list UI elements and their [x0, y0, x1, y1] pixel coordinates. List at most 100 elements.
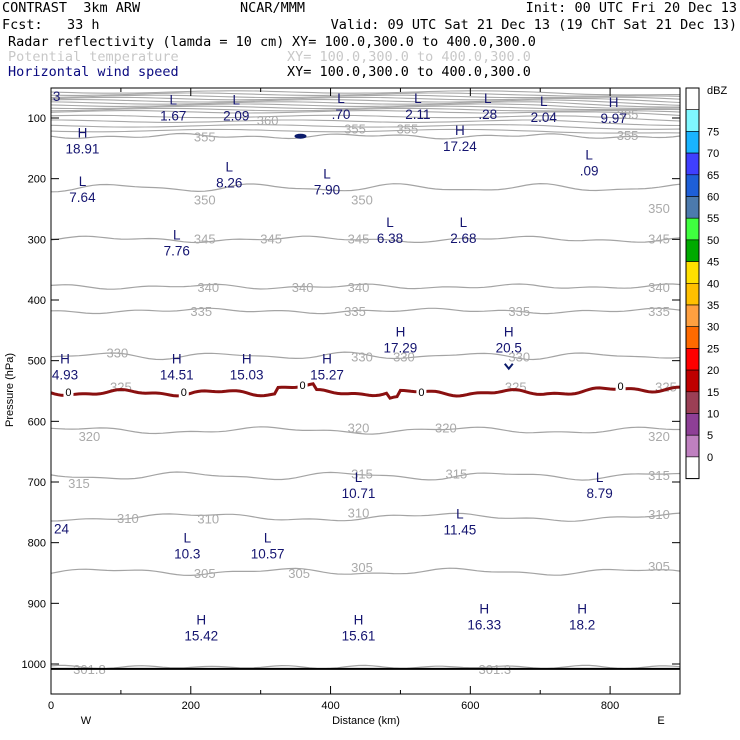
colorbar-swatch — [685, 131, 700, 154]
wind-extremum-marker: H — [354, 613, 364, 628]
wind-extremum-marker: H — [78, 125, 88, 140]
theta-isentrope — [51, 471, 680, 481]
valid-time-label: Valid: 09 UTC Sat 21 Dec 13 (19 ChT Sat … — [330, 17, 737, 33]
theta-contour-label: 320 — [79, 429, 101, 444]
theta-contour-label: 305 — [648, 559, 670, 574]
wind-extremum-marker: H — [455, 123, 465, 138]
theta-isentrope-upper — [51, 92, 680, 97]
theta-contour-label: 355 — [397, 122, 419, 137]
field-reflectivity-xy: XY= 100.0,300.0 to 400.0,300.0 — [292, 34, 536, 50]
theta-contour-label: 345 — [648, 231, 670, 246]
wind-extremum-value: .09 — [580, 163, 599, 178]
theta-contour-label: 305 — [288, 566, 310, 581]
wind-extremum-marker: L — [540, 94, 548, 109]
plot-frame — [50, 87, 681, 695]
wind-extremum-value: 2.11 — [405, 107, 430, 122]
wind-extremum-marker: L — [184, 531, 192, 546]
theta-contour-label: 330 — [393, 350, 415, 365]
init-label: Init: 00 UTC Fri 20 Dec 13 — [525, 0, 737, 16]
theta-contour-label: 330 — [508, 350, 530, 365]
y-tick-label: 100 — [28, 113, 46, 125]
x-axis-label: Distance (km) — [332, 715, 400, 727]
theta-contour-label: 360 — [257, 113, 279, 128]
field-wind-label: Horizontal wind speed — [8, 64, 179, 80]
theta-isentrope — [51, 235, 680, 244]
theta-isentrope-upper — [51, 96, 680, 104]
colorbar-swatch — [685, 152, 700, 176]
wind-extremum-value: 10.71 — [342, 486, 376, 501]
theta-contour-label: 340 — [648, 280, 670, 295]
wind-extremum-value: 18.2 — [569, 618, 595, 633]
colorbar-label: 60 — [707, 192, 719, 204]
theta-isentrope-upper — [51, 124, 680, 130]
theta-isentrope — [51, 512, 680, 522]
wind-extremum-marker: L — [484, 91, 492, 106]
wind-extremum-marker: L — [585, 147, 593, 162]
y-tick-label: 600 — [28, 416, 46, 428]
org-label: NCAR/MMM — [240, 0, 306, 16]
theta-contour-label: 310 — [348, 506, 370, 521]
colorbar-label: 5 — [707, 430, 713, 442]
wind-extremum-value: 7.90 — [314, 183, 340, 198]
y-tick-label: 900 — [28, 598, 46, 610]
wind-extremum-value: 20.5 — [496, 340, 522, 355]
y-tick-label: 500 — [28, 356, 46, 368]
zero-label-bg — [297, 379, 308, 391]
field-wind-xy: XY= 100.0,300.0 to 400.0,300.0 — [287, 64, 531, 80]
wind-extremum-value: 15.61 — [342, 629, 376, 644]
wind-extremum-value: 14.51 — [160, 368, 194, 383]
wind-extremum-value: 6.38 — [377, 231, 403, 246]
theta-contour-label: 350 — [648, 201, 670, 216]
colorbar-label: 30 — [707, 322, 719, 334]
theta-contour-label: 345 — [194, 231, 216, 246]
wind-extremum-value: 24 — [54, 522, 70, 537]
reflectivity-echo — [503, 363, 514, 371]
y-tick-label: 200 — [28, 174, 46, 186]
axes: 0 200 400 600 800100200300400500600700800900… — [22, 88, 680, 712]
wind-extremum-value: 10.3 — [174, 547, 200, 562]
wind-extremum-value: 17.29 — [384, 340, 418, 355]
colorbar-label: 15 — [707, 387, 719, 399]
colorbar-swatch — [685, 196, 700, 219]
wind-extremum-marker: L — [337, 91, 345, 106]
colorbar-unit: dBZ — [707, 85, 727, 97]
wind-extremum-value: 18.91 — [66, 141, 100, 156]
wind-extremum-marker: L — [355, 470, 363, 485]
theta-contour-label: 335 — [190, 304, 212, 319]
field-theta-label: Potential temperature — [8, 49, 179, 65]
theta-contour-label: 355 — [194, 129, 216, 144]
field-theta-xy: XY= 100.0,300.0 to 400.0,300.0 — [287, 49, 531, 65]
theta-isentrope — [51, 307, 680, 315]
wind-extremum-marker: L — [264, 531, 272, 546]
wind-extremum-marker: L — [232, 93, 240, 108]
wind-extremum-value: 15.27 — [310, 368, 344, 383]
theta-isentrope-upper — [51, 99, 680, 106]
wind-extremum-value: 2.68 — [450, 231, 476, 246]
colorbar-label: 35 — [707, 300, 719, 312]
y-axis-label: Pressure (hPa) — [4, 353, 16, 427]
wind-extremum-value: .28 — [478, 107, 497, 122]
direction-east-label: E — [657, 715, 664, 727]
wind-extremum-value: 15.03 — [230, 368, 264, 383]
wind-extremum-marker: H — [196, 613, 206, 628]
theta-contour-label: 350 — [194, 193, 216, 208]
direction-west-label: W — [81, 715, 92, 727]
zero-isotherm-label: 0 — [618, 381, 624, 393]
wind-extremum-value: 4.93 — [52, 368, 78, 383]
wind-extremum-value: 2.04 — [531, 110, 558, 125]
theta-isentrope-upper — [51, 110, 680, 116]
wind-extremum-marker: L — [170, 93, 178, 108]
colorbar: 0 5 10 15 20 25 30 35 40 45 50 55 60 65 70 75 dBZ — [685, 85, 727, 480]
theta-isentrope-upper — [51, 119, 680, 127]
wind-extremum-value: 7.64 — [69, 190, 96, 205]
colorbar-frame — [685, 87, 700, 480]
theta-contour-label: 320 — [348, 421, 370, 436]
theta-contour-label: 315 — [68, 476, 90, 491]
theta-contour-label: 350 — [351, 193, 373, 208]
wind-extremum-marker: L — [79, 174, 87, 189]
wind-extremum-value: 9.97 — [600, 111, 626, 126]
theta-contour-label: 355 — [344, 122, 366, 137]
theta-contour-label: 340 — [197, 280, 219, 295]
model-label: CONTRAST 3km ARW — [2, 0, 141, 16]
wind-extremum-marker: L — [225, 159, 233, 174]
